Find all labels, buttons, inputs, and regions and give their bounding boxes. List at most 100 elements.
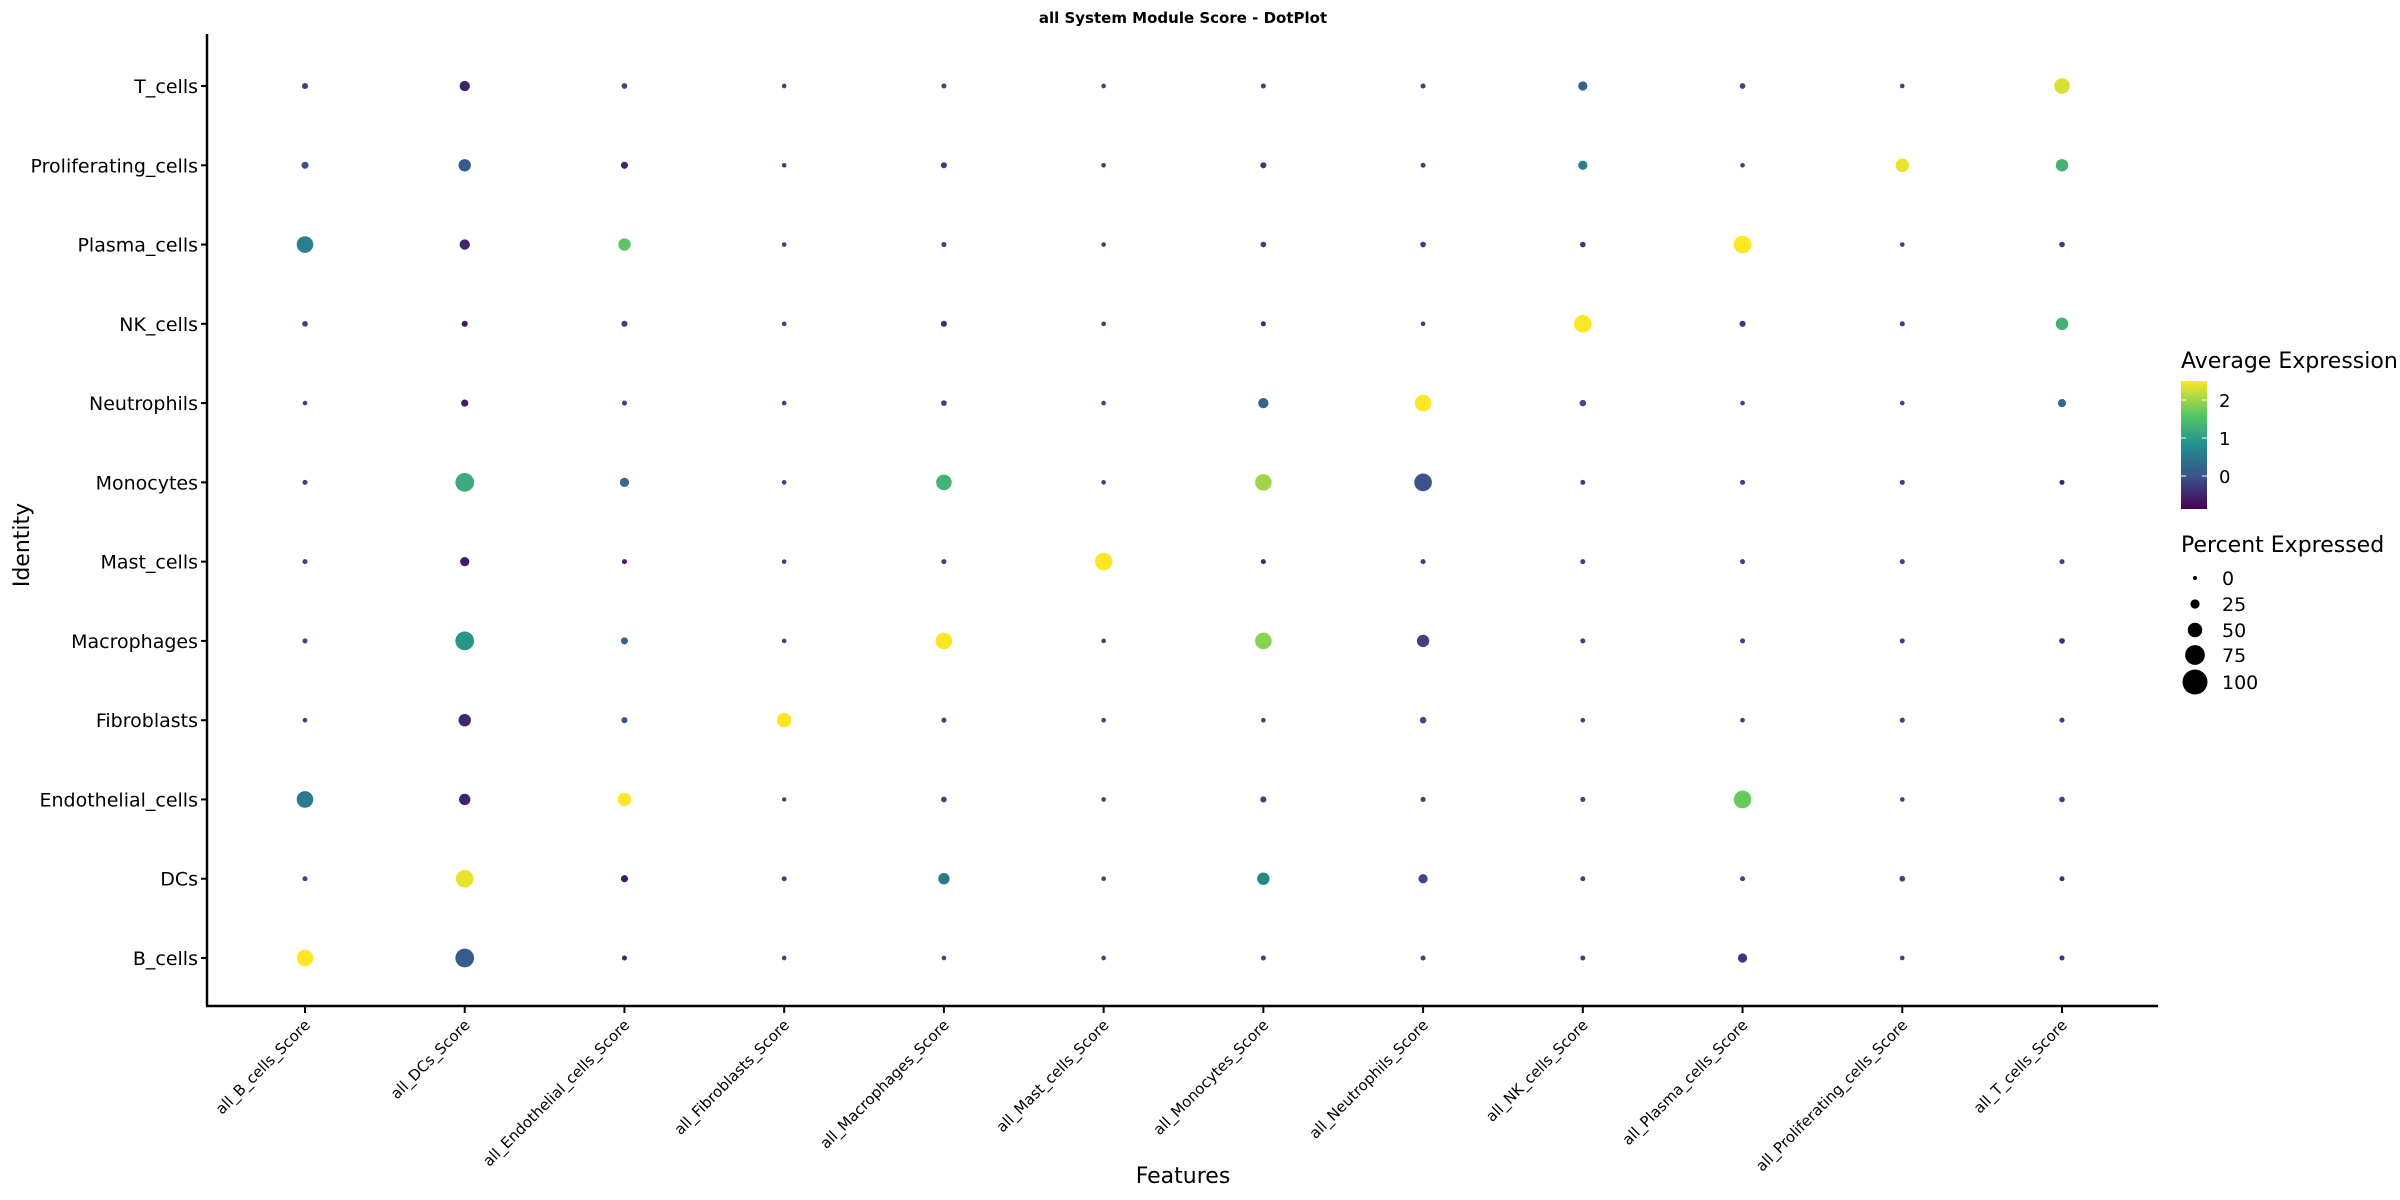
- dot: [458, 159, 471, 172]
- dot: [1101, 83, 1106, 89]
- dot: [938, 873, 950, 885]
- dot: [940, 162, 947, 169]
- dot: [941, 796, 947, 803]
- dot: [1899, 400, 1905, 406]
- dot: [302, 717, 308, 723]
- dot: [1420, 321, 1426, 327]
- dot: [1899, 717, 1905, 723]
- dot: [1580, 876, 1586, 882]
- dot: [1899, 479, 1905, 485]
- dot: [776, 712, 792, 728]
- dot: [302, 400, 308, 406]
- dot: [1578, 160, 1588, 170]
- dot: [621, 83, 628, 89]
- size-key-dot: [2190, 599, 2200, 609]
- dot: [1740, 717, 1745, 723]
- dot: [296, 949, 314, 967]
- dot: [1101, 797, 1106, 802]
- dot: [1739, 83, 1746, 89]
- dot: [1260, 241, 1267, 248]
- y-tick-label: B_cells: [133, 948, 198, 970]
- x-tick-label: all_Fibroblasts_Score: [671, 1016, 794, 1139]
- dot: [1899, 875, 1906, 882]
- dot: [1573, 314, 1592, 333]
- dot: [941, 400, 947, 406]
- dot: [621, 400, 627, 406]
- dot: [1255, 474, 1272, 491]
- dot: [2059, 241, 2065, 248]
- dot: [781, 321, 787, 327]
- dot: [1580, 796, 1586, 802]
- dot: [1580, 559, 1586, 565]
- dot: [1260, 796, 1267, 803]
- dot: [1580, 717, 1586, 723]
- dot: [2055, 317, 2069, 331]
- x-tick-label: all_Endothelial_cells_Score: [479, 1016, 634, 1171]
- dot: [2059, 479, 2065, 485]
- y-tick-label: DCs: [160, 869, 198, 891]
- dot: [1580, 638, 1586, 644]
- color-bar: [2181, 381, 2207, 509]
- dot: [301, 82, 309, 90]
- dot: [1899, 83, 1905, 89]
- dot: [617, 792, 632, 807]
- dot: [1261, 717, 1266, 723]
- dot: [1101, 242, 1106, 247]
- x-tick-label: all_NK_cells_Score: [1482, 1016, 1592, 1126]
- dot: [2059, 955, 2065, 961]
- y-tick-label: Neutrophils: [89, 393, 198, 415]
- dot: [1740, 876, 1746, 882]
- dot: [1740, 162, 1745, 168]
- dot: [620, 875, 629, 883]
- size-key-label: 50: [2222, 620, 2246, 642]
- dot: [2057, 398, 2067, 408]
- dot: [941, 83, 947, 89]
- dot: [302, 559, 308, 565]
- dot: [2059, 559, 2065, 565]
- dot: [296, 236, 314, 253]
- x-tick-label: all_DCs_Score: [387, 1016, 474, 1103]
- x-tick-label: all_Neutrophils_Score: [1306, 1016, 1433, 1143]
- color-legend-title: Average Expression: [2181, 349, 2398, 374]
- x-tick-label: all_B_cells_Score: [212, 1016, 315, 1119]
- x-tick-label: all_Macrophages_Score: [816, 1016, 953, 1153]
- dot: [458, 713, 471, 727]
- dot: [1101, 400, 1106, 406]
- dot: [1101, 321, 1106, 327]
- dot: [1740, 638, 1746, 644]
- color-tick-label: 0: [2219, 467, 2230, 488]
- dot: [302, 638, 308, 644]
- size-key-label: 75: [2222, 645, 2246, 667]
- dot: [302, 320, 308, 327]
- dot: [459, 793, 471, 806]
- x-tick-label: all_Proliferating_cells_Score: [1752, 1016, 1912, 1176]
- dot: [1420, 83, 1426, 89]
- size-key-dot: [2182, 669, 2208, 695]
- dot: [781, 559, 787, 564]
- dot: [2059, 876, 2065, 882]
- x-tick-label: all_Mast_cells_Score: [993, 1016, 1114, 1137]
- dot: [461, 399, 469, 407]
- dot: [302, 479, 308, 485]
- x-tick-label: all_T_cells_Score: [1970, 1016, 2072, 1118]
- y-tick-label: Fibroblasts: [96, 710, 198, 732]
- dot: [620, 161, 629, 169]
- dot: [1255, 632, 1272, 650]
- dot: [1101, 955, 1106, 961]
- dot: [941, 242, 947, 248]
- dot: [1414, 394, 1432, 412]
- dot: [2059, 638, 2065, 644]
- dot: [621, 717, 628, 724]
- dot: [1260, 162, 1267, 169]
- dot: [619, 477, 630, 487]
- dot: [781, 955, 787, 961]
- dot: [455, 948, 475, 968]
- dot: [781, 83, 787, 89]
- dot: [781, 400, 787, 406]
- plot-area: T_cells Proliferating_cells Plasma_cells NK…: [31, 76, 2072, 1176]
- size-key-label: 100: [2222, 672, 2258, 694]
- dot: [1580, 479, 1586, 485]
- dot: [1580, 955, 1586, 961]
- y-axis-title: Identity: [10, 503, 35, 587]
